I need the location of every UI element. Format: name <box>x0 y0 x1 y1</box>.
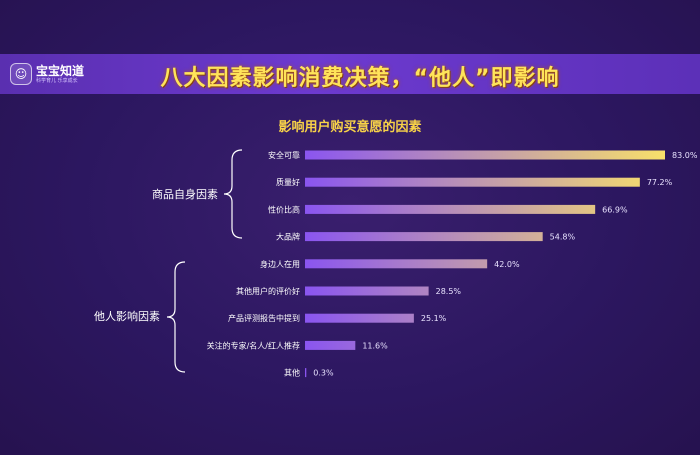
value-label: 25.1% <box>421 314 447 323</box>
value-label: 28.5% <box>436 287 462 296</box>
value-label: 42.0% <box>494 260 520 269</box>
value-label: 83.0% <box>672 151 698 160</box>
bar <box>305 313 414 323</box>
value-label: 54.8% <box>550 233 576 242</box>
category-label: 身边人在用 <box>260 259 300 269</box>
category-label: 性价比高 <box>268 204 300 214</box>
logo-slogan: 科学育儿 乐享成长 <box>36 77 78 84</box>
category-label: 安全可靠 <box>268 150 300 160</box>
bar <box>305 177 640 187</box>
bar <box>305 368 307 378</box>
bar <box>305 340 356 350</box>
bar <box>305 259 488 269</box>
headline: 八大因素影响消费决策，“他人”即影响 <box>160 66 560 91</box>
logo-name: 宝宝知道 <box>36 63 85 78</box>
group-label: 商品自身因素 <box>152 187 218 201</box>
bar <box>305 286 429 296</box>
category-label: 其他用户的评价好 <box>236 286 300 296</box>
category-label: 关注的专家/名人/红人推荐 <box>207 340 300 350</box>
bar <box>305 150 665 160</box>
title-banner <box>0 54 700 94</box>
category-label: 大品牌 <box>276 232 300 242</box>
group-brace <box>166 261 186 373</box>
category-label: 其他 <box>284 368 300 378</box>
value-label: 66.9% <box>602 205 628 214</box>
group-label: 他人影响因素 <box>94 310 160 323</box>
category-label: 质量好 <box>276 177 300 187</box>
group-brace <box>223 149 243 239</box>
bar <box>305 232 543 242</box>
category-label: 产品评测报告中提到 <box>228 313 300 323</box>
chart-title: 影响用户购买意愿的因素 <box>278 120 422 135</box>
value-label: 77.2% <box>647 178 673 187</box>
logo: ☺ 宝宝知道 科学育儿 乐享成长 <box>10 63 84 85</box>
bar <box>305 204 596 214</box>
value-label: 11.6% <box>362 341 388 350</box>
logo-icon: ☺ <box>10 63 32 85</box>
value-label: 0.3% <box>313 369 334 378</box>
